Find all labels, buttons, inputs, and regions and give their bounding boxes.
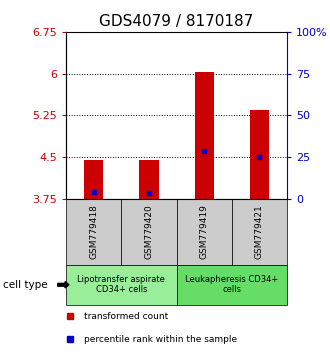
Text: GSM779421: GSM779421 bbox=[255, 204, 264, 259]
Text: percentile rank within the sample: percentile rank within the sample bbox=[84, 335, 237, 344]
Text: GSM779420: GSM779420 bbox=[145, 204, 153, 259]
Bar bbox=[66, 199, 121, 264]
Text: Leukapheresis CD34+
cells: Leukapheresis CD34+ cells bbox=[185, 275, 279, 295]
Text: cell type: cell type bbox=[3, 280, 48, 290]
Bar bbox=[139, 160, 159, 199]
Bar bbox=[177, 199, 232, 264]
Text: GSM779418: GSM779418 bbox=[89, 204, 98, 259]
Bar bbox=[66, 264, 177, 305]
Bar bbox=[121, 199, 177, 264]
Text: transformed count: transformed count bbox=[84, 312, 168, 321]
Bar bbox=[250, 110, 269, 199]
Bar bbox=[177, 264, 287, 305]
Text: Lipotransfer aspirate
CD34+ cells: Lipotransfer aspirate CD34+ cells bbox=[77, 275, 165, 295]
Text: GSM779419: GSM779419 bbox=[200, 204, 209, 259]
Bar bbox=[84, 160, 103, 199]
Bar bbox=[194, 73, 214, 199]
Title: GDS4079 / 8170187: GDS4079 / 8170187 bbox=[99, 14, 254, 29]
Bar bbox=[232, 199, 287, 264]
